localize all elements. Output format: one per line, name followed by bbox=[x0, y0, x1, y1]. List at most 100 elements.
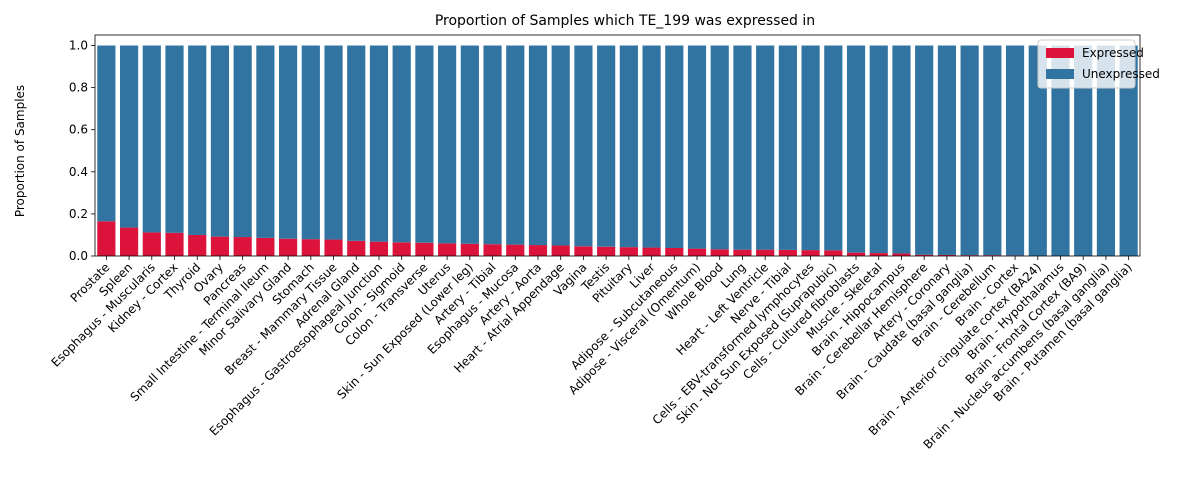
bar-expressed-ovary bbox=[210, 236, 230, 256]
bar-expressed-kidney-cortex bbox=[165, 232, 184, 256]
bar-expressed-skin-sun-exposed-lower-leg bbox=[460, 243, 479, 256]
bar-unexpressed-stomach bbox=[301, 45, 320, 240]
bar-unexpressed-brain-frontal-cortex-ba9 bbox=[1074, 45, 1093, 257]
bar-expressed-breast-mammary-tissue bbox=[324, 239, 343, 256]
bar-unexpressed-esophagus-mucosa bbox=[506, 45, 525, 245]
legend-label-expressed: Expressed bbox=[1082, 46, 1144, 60]
bar-unexpressed-adipose-subcutaneous bbox=[665, 45, 684, 249]
bar-unexpressed-lung bbox=[733, 45, 752, 250]
y-axis-ticks: 0.0 0.2 0.4 0.6 0.8 1.0 bbox=[69, 39, 95, 263]
bar-expressed-skin-not-sun-exposed-suprapubic bbox=[824, 250, 843, 256]
bar-expressed-thyroid bbox=[188, 234, 207, 256]
bar-unexpressed-breast-mammary-tissue bbox=[324, 45, 343, 240]
legend-swatch-expressed bbox=[1046, 48, 1074, 58]
bar-expressed-prostate bbox=[97, 221, 116, 256]
bar-unexpressed-artery-coronary bbox=[937, 45, 956, 255]
bar-unexpressed-brain-nucleus-accumbens-basal-ganglia bbox=[1096, 45, 1116, 257]
legend-swatch-unexpressed bbox=[1046, 69, 1074, 79]
y-tick-label: 0.4 bbox=[69, 165, 88, 179]
bar-expressed-brain-hippocampus bbox=[892, 253, 911, 256]
y-tick-label: 0.0 bbox=[69, 249, 88, 263]
bar-unexpressed-brain-hypothalamus bbox=[1051, 45, 1070, 257]
chart-title: Proportion of Samples which TE_199 was e… bbox=[435, 13, 815, 29]
bar-unexpressed-adrenal-gland bbox=[347, 45, 366, 241]
bar-expressed-whole-blood bbox=[710, 249, 729, 256]
bar-unexpressed-whole-blood bbox=[710, 45, 729, 250]
plot-frame bbox=[94, 34, 1141, 257]
bar-unexpressed-prostate bbox=[97, 45, 116, 222]
bar-expressed-brain-cerebellum bbox=[983, 255, 1002, 256]
bar-unexpressed-artery-tibial bbox=[483, 45, 502, 245]
bar-expressed-muscle-skeletal bbox=[869, 253, 888, 256]
bar-expressed-liver bbox=[642, 247, 661, 256]
bar-unexpressed-spleen bbox=[119, 45, 139, 228]
bar-expressed-esophagus-muscularis bbox=[142, 232, 161, 256]
bar-expressed-pituitary bbox=[619, 247, 638, 256]
bar-unexpressed-nerve-tibial bbox=[778, 45, 797, 250]
bar-unexpressed-uterus bbox=[438, 45, 457, 244]
bar-expressed-colon-transverse bbox=[415, 242, 434, 256]
bar-expressed-heart-left-ventricle bbox=[756, 249, 775, 256]
bar-expressed-testis bbox=[597, 246, 616, 256]
bar-unexpressed-artery-aorta bbox=[528, 45, 548, 246]
bar-unexpressed-testis bbox=[597, 45, 616, 247]
bar-expressed-colon-sigmoid bbox=[392, 242, 411, 256]
bar-expressed-vagina bbox=[574, 246, 593, 256]
bar-unexpressed-cells-ebv-transformed-lymphocytes bbox=[801, 45, 820, 251]
bar-unexpressed-thyroid bbox=[188, 45, 207, 235]
bar-unexpressed-ovary bbox=[210, 45, 230, 237]
bar-expressed-adrenal-gland bbox=[347, 240, 366, 256]
bar-unexpressed-heart-atrial-appendage bbox=[551, 45, 570, 246]
bar-expressed-small-intestine-terminal-ileum bbox=[256, 237, 275, 256]
bar-unexpressed-brain-cerebellar-hemisphere bbox=[915, 45, 934, 255]
bar-unexpressed-minor-salivary-gland bbox=[279, 45, 298, 239]
bar-expressed-esophagus-mucosa bbox=[506, 244, 525, 256]
bar-unexpressed-skin-sun-exposed-lower-leg bbox=[460, 45, 479, 244]
bar-unexpressed-liver bbox=[642, 45, 661, 248]
bar-unexpressed-pancreas bbox=[233, 45, 252, 238]
bar-expressed-cells-cultured-fibroblasts bbox=[846, 252, 866, 256]
bar-expressed-brain-cerebellar-hemisphere bbox=[915, 254, 934, 256]
bar-unexpressed-brain-caudate-basal-ganglia bbox=[960, 45, 979, 256]
bar-expressed-artery-coronary bbox=[937, 254, 956, 256]
bar-unexpressed-small-intestine-terminal-ileum bbox=[256, 45, 275, 238]
bar-unexpressed-muscle-skeletal bbox=[869, 45, 888, 254]
bar-expressed-stomach bbox=[301, 239, 320, 256]
y-axis-label: Proportion of Samples bbox=[13, 85, 27, 217]
bar-expressed-adipose-visceral-omentum bbox=[687, 248, 707, 256]
bar-expressed-uterus bbox=[438, 243, 457, 256]
bars-group bbox=[97, 45, 1138, 257]
bar-expressed-adipose-subcutaneous bbox=[665, 248, 684, 256]
bar-unexpressed-vagina bbox=[574, 45, 593, 247]
bar-unexpressed-brain-cerebellum bbox=[983, 45, 1002, 256]
y-tick-label: 0.2 bbox=[69, 207, 88, 221]
bar-expressed-artery-aorta bbox=[528, 245, 548, 256]
bar-expressed-esophagus-gastroesophageal-junction bbox=[369, 241, 389, 256]
bar-unexpressed-brain-putamen-basal-ganglia bbox=[1119, 45, 1138, 257]
bar-expressed-artery-tibial bbox=[483, 244, 502, 256]
bar-unexpressed-esophagus-muscularis bbox=[142, 45, 161, 233]
bar-expressed-pancreas bbox=[233, 237, 252, 256]
bar-expressed-lung bbox=[733, 249, 752, 256]
bar-expressed-brain-caudate-basal-ganglia bbox=[960, 255, 979, 256]
bar-unexpressed-colon-transverse bbox=[415, 45, 434, 243]
bar-unexpressed-colon-sigmoid bbox=[392, 45, 411, 243]
bar-expressed-cells-ebv-transformed-lymphocytes bbox=[801, 250, 820, 256]
bar-unexpressed-adipose-visceral-omentum bbox=[687, 45, 707, 249]
legend: Expressed Unexpressed bbox=[1037, 39, 1160, 89]
bar-unexpressed-brain-anterior-cingulate-cortex-ba24 bbox=[1028, 45, 1047, 257]
bar-unexpressed-pituitary bbox=[619, 45, 638, 248]
bar-expressed-minor-salivary-gland bbox=[279, 238, 298, 256]
bar-expressed-heart-atrial-appendage bbox=[551, 245, 570, 256]
bar-unexpressed-skin-not-sun-exposed-suprapubic bbox=[824, 45, 843, 251]
legend-label-unexpressed: Unexpressed bbox=[1082, 67, 1160, 81]
y-tick-label: 1.0 bbox=[69, 39, 88, 53]
bar-expressed-spleen bbox=[119, 227, 139, 256]
bar-unexpressed-cells-cultured-fibroblasts bbox=[846, 45, 866, 253]
bar-unexpressed-brain-hippocampus bbox=[892, 45, 911, 254]
bar-unexpressed-esophagus-gastroesophageal-junction bbox=[369, 45, 389, 242]
bar-expressed-nerve-tibial bbox=[778, 249, 797, 256]
bar-unexpressed-brain-cortex bbox=[1005, 45, 1025, 256]
